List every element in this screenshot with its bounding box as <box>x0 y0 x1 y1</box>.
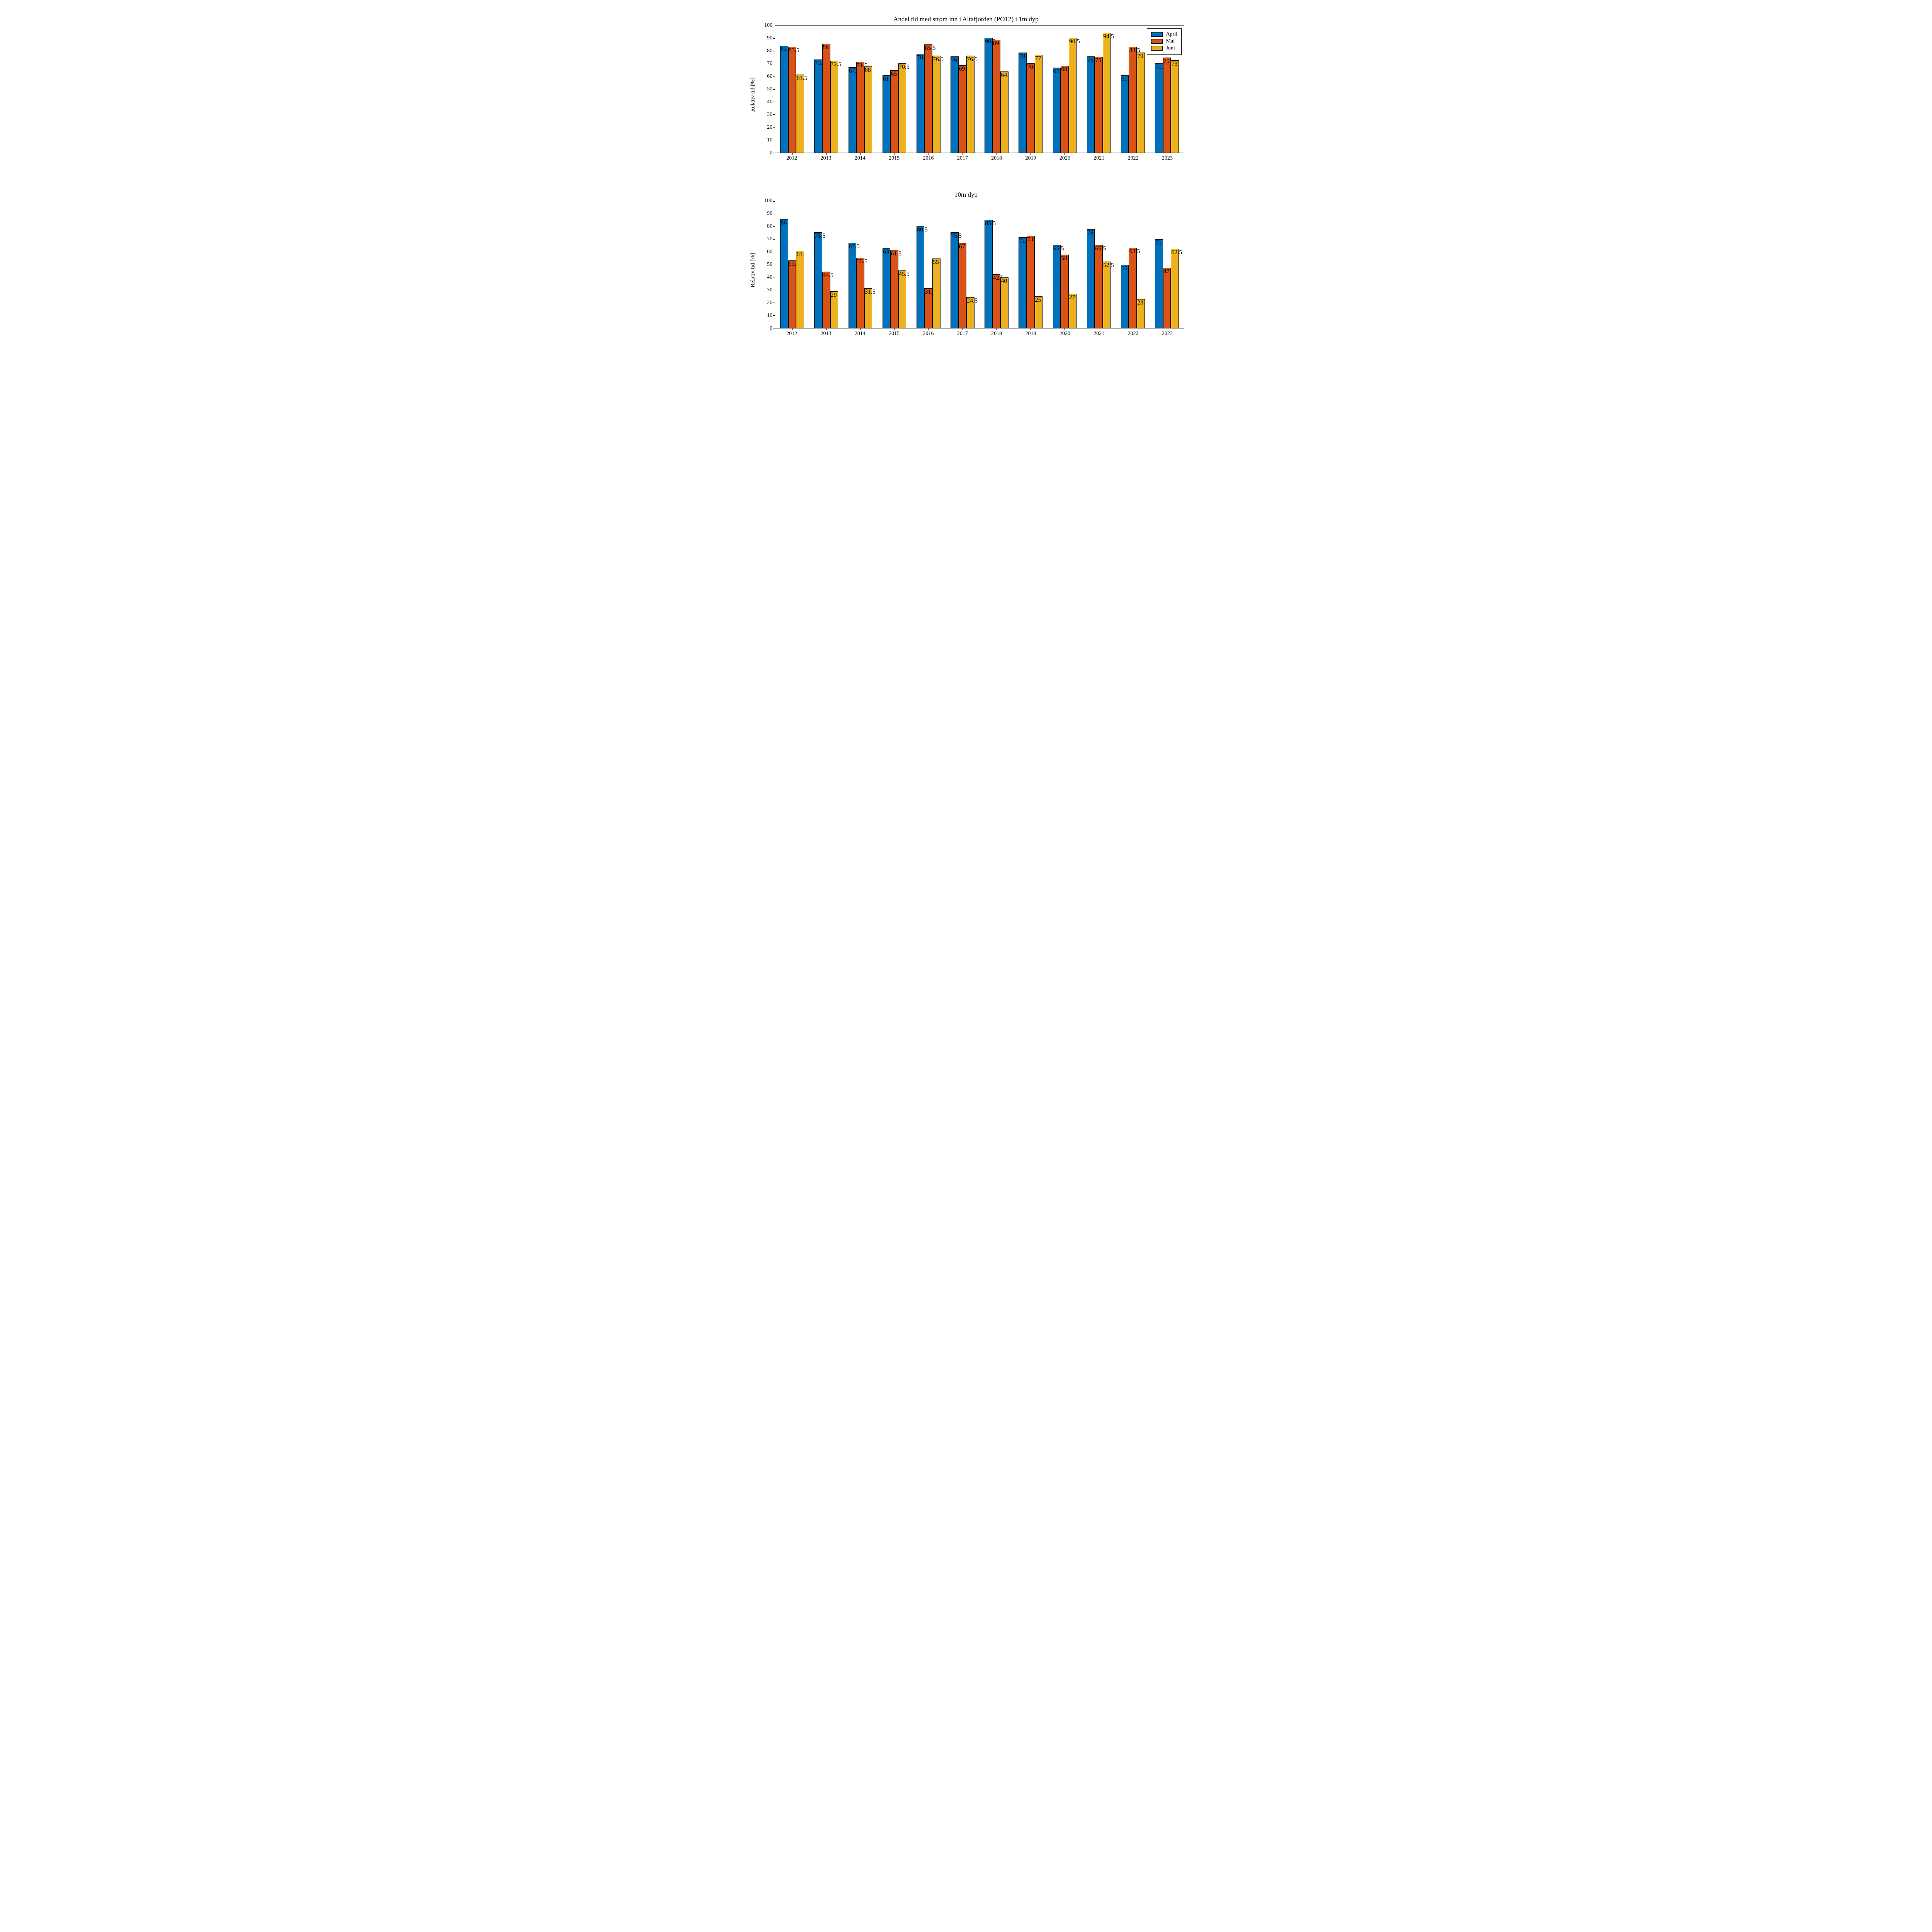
panel-10m-ytick-label: 100 <box>764 198 772 204</box>
panel-1m: Andel tid med strøm inn i Altafjorden (P… <box>748 15 1184 164</box>
panel-1m-yticks: 0102030405060708090100 <box>759 26 775 153</box>
panel-1m-xtick-label: 2019 <box>1026 155 1036 162</box>
panel-10m-ytick-label: 70 <box>767 236 772 242</box>
panel-1m-xtick-label: 2018 <box>991 155 1002 162</box>
panel-1m-xtick-label: 2017 <box>957 155 968 162</box>
panel-1m-xtick-label: 2016 <box>923 155 934 162</box>
legend-label: Juni <box>1166 45 1175 52</box>
panel-10m-ytick-label: 40 <box>767 274 772 281</box>
legend-row: Mai <box>1151 38 1177 45</box>
panel-10m-xtick-label: 2012 <box>786 331 797 337</box>
panel-1m-ylabel-cell: Relativ tid [%] <box>748 26 759 164</box>
panel-1m-ytick-mark <box>773 38 775 39</box>
panel-1m-xtick-label: 2012 <box>786 155 797 162</box>
panel-10m-ytick-mark <box>773 239 775 240</box>
panel-10m-ytick-label: 30 <box>767 287 772 293</box>
panel-10m-title: 10m dyp <box>748 191 1184 199</box>
panel-10m-yticks: 0102030405060708090100 <box>759 201 775 328</box>
panel-1m-xtick-label: 2014 <box>855 155 866 162</box>
panel-1m-xtick-label: 2020 <box>1060 155 1070 162</box>
legend-swatch-juni <box>1151 46 1163 51</box>
panel-1m-legend: AprilMaiJuni <box>1147 28 1182 55</box>
panel-1m-ytick-mark <box>773 114 775 115</box>
panel-1m-plot-cell: 8483.561.573.58672.567.571.568616570.578… <box>775 26 1184 164</box>
panel-10m-xtick-label: 2018 <box>991 331 1002 337</box>
legend-swatch-mai <box>1151 39 1163 44</box>
panel-10m-plot-cell: 8653.56175.544.52967.555.531.56361.545.5… <box>775 201 1184 339</box>
panel-1m-ytick-label: 70 <box>767 61 772 67</box>
panel-1m-xtick-label: 2013 <box>821 155 832 162</box>
panel-10m-xtick-label: 2017 <box>957 331 968 337</box>
panel-10m-ytick-mark <box>773 201 775 202</box>
panel-1m-xtick-label: 2021 <box>1094 155 1104 162</box>
panel-10m-xtick-label: 2022 <box>1128 331 1139 337</box>
panel-10m-ytick-label: 10 <box>767 313 772 319</box>
panel-10m-ytick-label: 20 <box>767 300 772 306</box>
panel-1m-ytick-label: 80 <box>767 48 772 54</box>
panel-10m-xtick-labels: 2012 2013 2014 2015 2016 2017 2018 2019 2020 2021… <box>775 328 1184 339</box>
panel-10m-row: Relativ tid [%] 0 10 20 30 40 50 60 70 80 90 100865… <box>748 201 1184 339</box>
panel-1m-ylabel: Relativ tid [%] <box>750 77 757 112</box>
panel-10m-xtick-label: 2014 <box>855 331 866 337</box>
panel-10m-ytick-label: 0 <box>770 325 772 332</box>
panel-10m-ticks-layer <box>775 201 1184 328</box>
legend-label: April <box>1166 31 1177 38</box>
panel-1m-ytick-label: 90 <box>767 35 772 41</box>
panel-10m-plot-area: 8653.56175.544.52967.555.531.56361.545.5… <box>775 201 1184 328</box>
panel-1m-xtick-labels: 2012 2013 2014 2015 2016 2017 2018 2019 2020 2021… <box>775 153 1184 164</box>
panel-10m-ylabel-cell: Relativ tid [%] <box>748 201 759 339</box>
panel-1m-plot-area: 8483.561.573.58672.567.571.568616570.578… <box>775 26 1184 153</box>
legend-row: Juni <box>1151 45 1177 52</box>
figure-root: Andel tid med strøm inn i Altafjorden (P… <box>724 0 1208 362</box>
panel-10m-ylabel: Relativ tid [%] <box>750 253 757 287</box>
legend-swatch-april <box>1151 32 1163 37</box>
panel-10m-xtick-label: 2015 <box>889 331 900 337</box>
panel-1m-xtick-label: 2023 <box>1162 155 1173 162</box>
panel-1m-ytick-label: 20 <box>767 124 772 131</box>
panel-10m: 10m dyp Relativ tid [%] 0 10 20 30 40 50 60 70 80 9… <box>748 191 1184 339</box>
panel-10m-xtick-label: 2013 <box>821 331 832 337</box>
panel-1m-title: Andel tid med strøm inn i Altafjorden (P… <box>748 15 1184 23</box>
panel-1m-ytick-label: 100 <box>764 22 772 29</box>
legend-row: April <box>1151 31 1177 38</box>
panel-10m-ytick-label: 90 <box>767 211 772 217</box>
panel-1m-xtick-label: 2015 <box>889 155 900 162</box>
panel-1m-ytick-label: 50 <box>767 86 772 92</box>
panel-1m-ytick-label: 10 <box>767 137 772 143</box>
panel-1m-ticks-layer <box>775 26 1184 153</box>
panel-1m-ytick-mark <box>773 127 775 128</box>
panel-10m-ytick-label: 50 <box>767 262 772 268</box>
panel-10m-xtick-label: 2020 <box>1060 331 1070 337</box>
panel-1m-row: Relativ tid [%]0102030405060708090100848… <box>748 26 1184 164</box>
panel-10m-ytick-label: 60 <box>767 249 772 255</box>
panel-10m-ytick-mark <box>773 315 775 316</box>
panel-10m-ytick-mark <box>773 226 775 227</box>
panel-10m-xtick-label: 2016 <box>923 331 934 337</box>
panel-10m-xtick-label: 2019 <box>1026 331 1036 337</box>
panel-1m-ytick-mark <box>773 89 775 90</box>
panel-1m-ytick-label: 30 <box>767 112 772 118</box>
panel-10m-ytick-label: 80 <box>767 223 772 230</box>
panel-10m-xtick-label: 2021 <box>1094 331 1104 337</box>
panel-10m-xtick-label: 2023 <box>1162 331 1173 337</box>
panel-1m-ytick-label: 0 <box>770 150 772 156</box>
panel-1m-xtick-label: 2022 <box>1128 155 1139 162</box>
legend-label: Mai <box>1166 38 1175 45</box>
panel-1m-ytick-label: 60 <box>767 73 772 80</box>
panel-1m-ytick-label: 40 <box>767 99 772 105</box>
